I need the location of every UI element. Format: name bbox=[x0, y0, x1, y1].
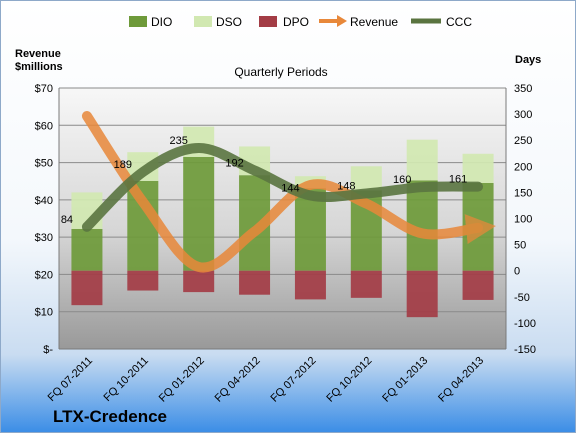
x-axis-ticks: FQ 07-2011 FQ 10-2011 FQ 01-2012 FQ 04-2012… bbox=[46, 355, 487, 405]
left-tick-label: $70 bbox=[35, 83, 53, 95]
bar-dso bbox=[350, 166, 382, 191]
ccc-data-label: 161 bbox=[449, 174, 467, 186]
legend: DIO DSO DPO Revenue CCC bbox=[129, 15, 472, 29]
bar-dio bbox=[294, 188, 326, 271]
bar-dso bbox=[462, 153, 494, 184]
left-axis-ticks: $- $10 $20 $30 $40 $50 $60 $70 bbox=[35, 83, 54, 356]
right-tick-label: -150 bbox=[514, 344, 536, 356]
left-tick-label: $60 bbox=[35, 120, 53, 132]
ccc-data-label: 235 bbox=[170, 135, 188, 147]
x-tick-label: FQ 10-2012 bbox=[324, 355, 374, 405]
right-axis-label: Days bbox=[515, 54, 541, 66]
legend-swatch-dio bbox=[129, 16, 147, 27]
x-tick-label: FQ 07-2011 bbox=[46, 355, 95, 404]
right-tick-label: 0 bbox=[514, 266, 520, 278]
legend-item-dio: DIO bbox=[129, 15, 172, 29]
bar-dpo bbox=[462, 270, 494, 300]
legend-swatch-dso bbox=[194, 16, 212, 27]
right-tick-label: 100 bbox=[514, 214, 532, 226]
x-tick-label: FQ 10-2011 bbox=[102, 355, 151, 404]
chart-title: Quarterly Periods bbox=[234, 65, 327, 79]
bar-dio bbox=[183, 156, 215, 271]
revenue-line bbox=[81, 110, 496, 273]
right-tick-label: 150 bbox=[514, 187, 532, 199]
legend-label-ccc: CCC bbox=[446, 15, 472, 29]
bar-dpo bbox=[183, 270, 215, 293]
right-tick-label: -100 bbox=[514, 318, 536, 330]
right-tick-label: 300 bbox=[514, 109, 532, 121]
legend-item-ccc: CCC bbox=[411, 15, 472, 29]
left-tick-label: $30 bbox=[35, 232, 53, 244]
left-tick-label: $10 bbox=[35, 307, 53, 319]
bar-dpo bbox=[127, 270, 159, 291]
ccc-data-label: 148 bbox=[337, 180, 355, 192]
ccc-line bbox=[81, 143, 484, 232]
legend-label-revenue: Revenue bbox=[350, 15, 398, 29]
x-tick-label: FQ 04-2013 bbox=[436, 355, 486, 405]
left-axis-label-line2: $millions bbox=[15, 61, 63, 73]
ccc-data-label: 192 bbox=[225, 157, 243, 169]
ccc-data-label: 84 bbox=[61, 214, 73, 226]
right-tick-label: 250 bbox=[514, 135, 532, 147]
bar-dso bbox=[406, 139, 438, 181]
legend-label-dio: DIO bbox=[151, 15, 172, 29]
right-tick-label: 50 bbox=[514, 240, 526, 252]
left-tick-label: $20 bbox=[35, 269, 53, 281]
bar-dpo bbox=[294, 270, 326, 300]
right-tick-label: 350 bbox=[514, 83, 532, 95]
ccc-data-label: 189 bbox=[114, 159, 132, 171]
left-axis-label-line1: Revenue bbox=[15, 48, 61, 60]
right-axis-ticks: -150 -100 -50 0 50 100 150 200 250 300 350 bbox=[514, 83, 536, 356]
plot-area bbox=[59, 88, 506, 349]
legend-item-dso: DSO bbox=[194, 15, 242, 29]
left-tick-label: $40 bbox=[35, 195, 53, 207]
ccc-data-label: 144 bbox=[281, 183, 299, 195]
x-tick-label: FQ 07-2012 bbox=[269, 355, 319, 405]
left-tick-label: $50 bbox=[35, 158, 53, 170]
legend-item-revenue: Revenue bbox=[319, 15, 398, 29]
right-tick-label: 200 bbox=[514, 161, 532, 173]
bar-dio bbox=[71, 228, 103, 271]
x-tick-label: FQ 01-2013 bbox=[380, 355, 430, 405]
series-lines bbox=[81, 110, 496, 273]
company-name: LTX-Credence bbox=[53, 407, 167, 426]
legend-label-dpo: DPO bbox=[283, 15, 309, 29]
right-tick-label: -50 bbox=[514, 292, 530, 304]
legend-swatch-dpo bbox=[259, 16, 277, 27]
legend-label-dso: DSO bbox=[216, 15, 242, 29]
bar-dpo bbox=[350, 270, 382, 298]
legend-item-dpo: DPO bbox=[259, 15, 309, 29]
x-tick-label: FQ 01-2012 bbox=[157, 355, 207, 405]
bar-dpo bbox=[406, 270, 438, 318]
bar-dpo bbox=[71, 270, 103, 306]
legend-arrow-icon bbox=[337, 15, 347, 27]
x-tick-label: FQ 04-2012 bbox=[213, 355, 263, 405]
ccc-data-label: 160 bbox=[393, 174, 411, 186]
ccc-data-labels: 84 189 235 192 144 148 160 161 bbox=[61, 135, 467, 226]
bar-dpo bbox=[239, 270, 271, 295]
left-tick-label: $- bbox=[43, 344, 53, 356]
